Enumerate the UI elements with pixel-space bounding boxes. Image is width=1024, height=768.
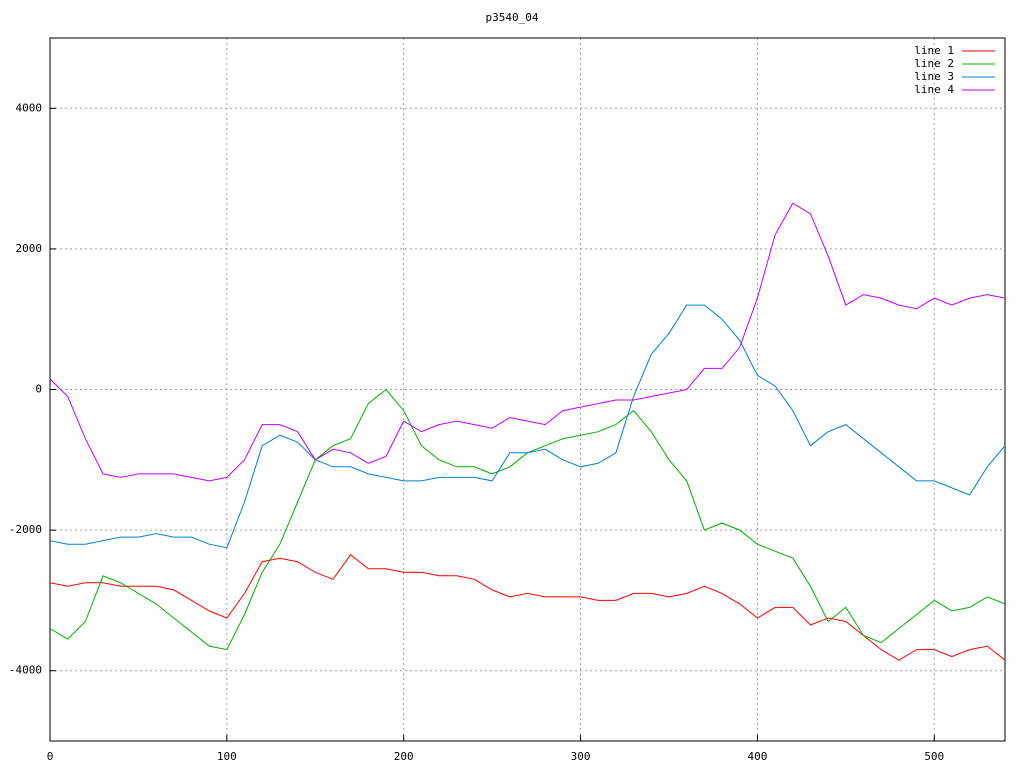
plot-frame — [49, 37, 1006, 742]
x-tick-label: 500 — [924, 750, 944, 763]
y-tick-label: 0 — [35, 383, 42, 396]
y-tick-label: -4000 — [9, 664, 42, 677]
x-tick-label: 100 — [217, 750, 237, 763]
data-line — [49, 553, 1006, 661]
legend-label: line 3 — [914, 70, 954, 83]
chart-title: p3540_04 — [486, 11, 539, 24]
legend-label: line 4 — [914, 83, 954, 96]
x-tick-label: 300 — [571, 750, 591, 763]
data-line — [49, 304, 1006, 549]
data-line — [49, 388, 1006, 651]
y-tick-label: -2000 — [9, 523, 42, 536]
legend-label: line 2 — [914, 57, 954, 70]
y-tick-label: 2000 — [16, 242, 43, 255]
data-line — [49, 202, 1006, 482]
x-tick-label: 400 — [747, 750, 767, 763]
legend-label: line 1 — [914, 44, 954, 57]
y-tick-label: 4000 — [16, 101, 43, 114]
x-tick-label: 200 — [394, 750, 414, 763]
x-tick-label: 0 — [47, 750, 54, 763]
